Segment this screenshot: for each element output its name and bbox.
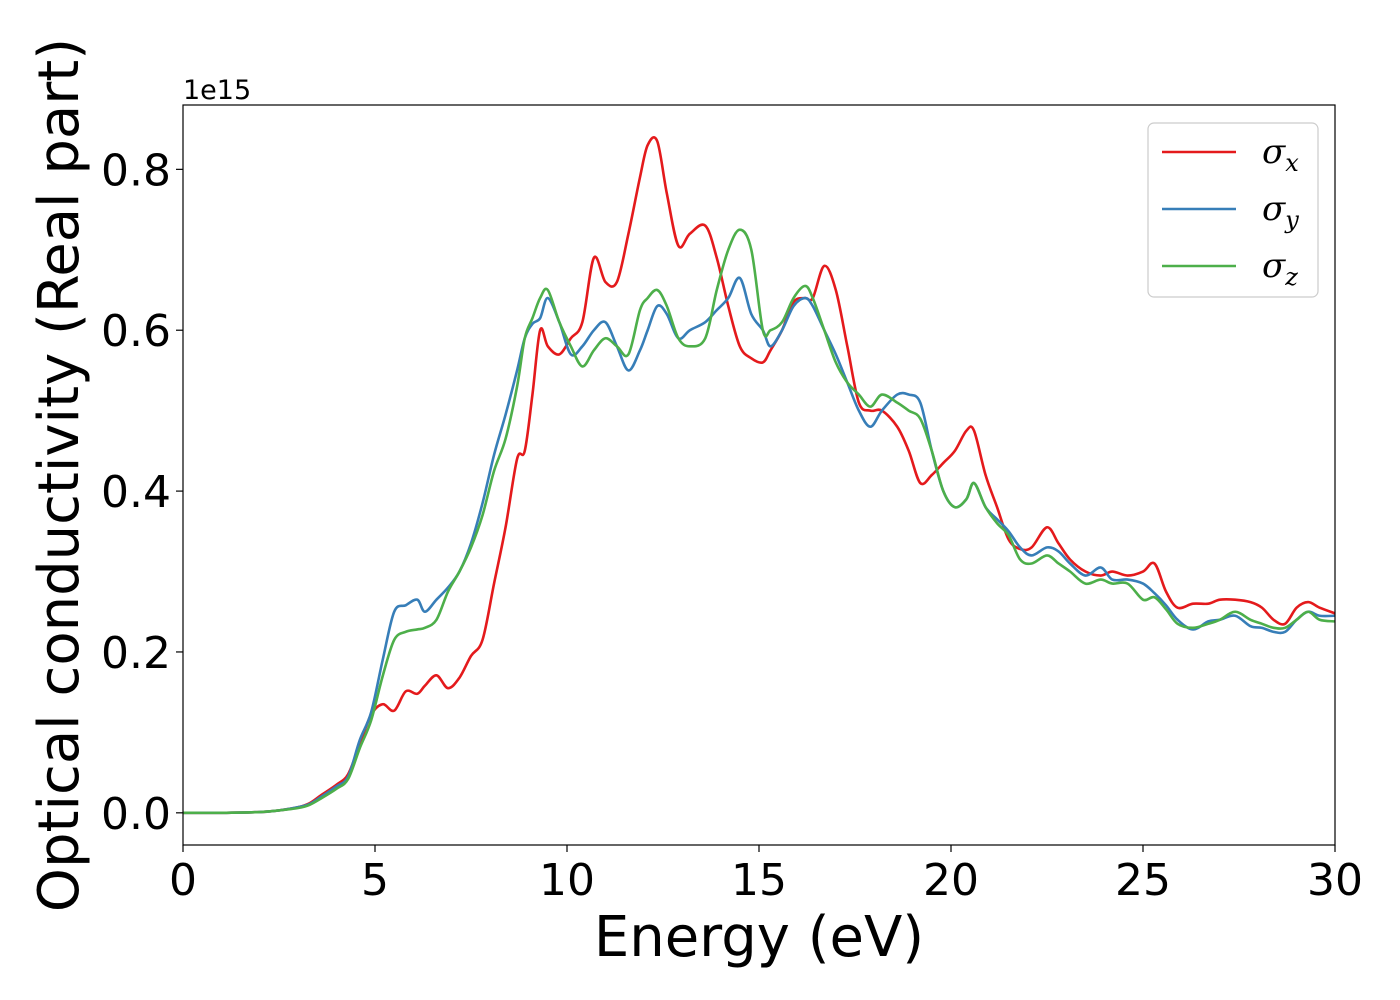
legend-label-y: σy xyxy=(1262,189,1299,234)
y-tick-label: 0.0 xyxy=(101,789,171,840)
series-lines xyxy=(182,136,1336,815)
y-tick-label: 0.4 xyxy=(101,467,171,518)
x-axis-label: Energy (eV) xyxy=(594,905,924,970)
y-offset-label: 1e15 xyxy=(183,75,251,106)
x-axis-ticks: 0 5 10 15 20 25 30 xyxy=(169,845,1363,906)
y-tick-label: 0.2 xyxy=(101,628,171,679)
y-axis-ticks: 0.0 0.2 0.4 0.6 0.8 xyxy=(101,145,183,840)
y-tick-label: 0.8 xyxy=(101,145,171,196)
series-line-x xyxy=(182,136,1336,815)
x-tick-label: 20 xyxy=(923,855,979,906)
x-tick-label: 10 xyxy=(539,855,595,906)
legend-label-x: σx xyxy=(1262,132,1299,177)
x-tick-label: 5 xyxy=(361,855,389,906)
x-tick-label: 0 xyxy=(169,855,197,906)
x-tick-label: 15 xyxy=(731,855,787,906)
x-tick-label: 25 xyxy=(1115,855,1171,906)
series-line-y xyxy=(182,276,1336,815)
series-line-z xyxy=(182,228,1336,815)
y-tick-label: 0.6 xyxy=(101,306,171,357)
y-axis-label: Optical conductivity (Real part) xyxy=(27,38,92,912)
x-tick-label: 30 xyxy=(1307,855,1363,906)
